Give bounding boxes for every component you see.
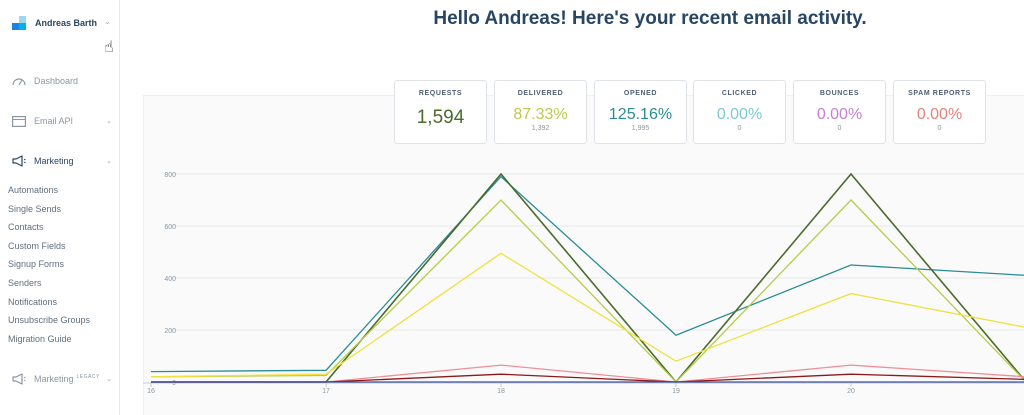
stat-count: 1,392 (531, 125, 550, 132)
stat-title: SPAM REPORTS (908, 90, 971, 97)
x-tick-label: 16 (147, 388, 155, 395)
stat-title: DELIVERED (517, 90, 564, 97)
stat-title: OPENED (623, 90, 658, 97)
nav-marketing[interactable]: Marketing ⌄ (12, 152, 112, 170)
stat-value: 0.00% (716, 106, 763, 123)
dashboard-gauge-icon (12, 75, 26, 87)
account-name: Andreas Barth (35, 18, 98, 28)
stat-count: 0 (937, 125, 942, 132)
hand-pointer-icon: ☝ (104, 39, 114, 56)
nav-marketing-legacy-text: Marketing (34, 374, 74, 384)
chevron-down-icon[interactable]: ⌄ (104, 17, 111, 26)
series-line-3 (150, 252, 1024, 378)
sidebar: Andreas Barth ⌄ ☝ Dashboard Email API ⌄ … (0, 0, 120, 415)
x-tick-label: 19 (672, 388, 680, 395)
nav-marketing-legacy-label: Marketing LEGACY (34, 374, 100, 384)
x-tick-label: 17 (322, 388, 330, 395)
chevron-down-icon[interactable]: ⌄ (106, 376, 112, 383)
stat-card-bounces: BOUNCES 0.00% 0 (793, 80, 886, 144)
chevron-down-icon[interactable]: ⌄ (106, 118, 112, 125)
y-tick-label: 400 (164, 276, 176, 283)
stat-count: 0 (837, 125, 842, 132)
submenu-item-unsubscribe-groups[interactable]: Unsubscribe Groups (8, 315, 91, 326)
submenu-item-contacts[interactable]: Contacts (8, 222, 44, 233)
y-tick-label: 200 (164, 328, 176, 335)
account-switcher[interactable]: Andreas Barth (12, 14, 97, 32)
stat-title: BOUNCES (819, 90, 860, 97)
stat-title: REQUESTS (418, 90, 463, 97)
nav-dashboard[interactable]: Dashboard (12, 72, 112, 90)
submenu-item-migration-guide[interactable]: Migration Guide (8, 333, 72, 344)
nav-marketing-legacy[interactable]: Marketing LEGACY ⌄ (12, 370, 112, 388)
nav-dashboard-label: Dashboard (34, 76, 79, 86)
submenu-item-custom-fields[interactable]: Custom Fields (8, 240, 66, 251)
stat-card-delivered: DELIVERED 87.33% 1,392 (494, 80, 587, 144)
nav-email-api[interactable]: Email API ⌄ (12, 112, 112, 130)
stat-count: 0 (737, 125, 742, 132)
stat-value: 0.00% (916, 106, 963, 123)
megaphone-icon (12, 155, 26, 167)
sendgrid-logo-icon (12, 16, 26, 30)
x-tick-label: 20 (847, 388, 855, 395)
stat-value: 87.33% (513, 106, 568, 123)
legacy-badge: LEGACY (76, 374, 100, 380)
stat-card-clicked: CLICKED 0.00% 0 (693, 80, 786, 144)
stat-card-opened: OPENED 125.16% 1,995 (594, 80, 687, 144)
nav-marketing-label: Marketing (34, 156, 74, 166)
page-title: Hello Andreas! Here's your recent email … (433, 8, 867, 29)
stat-value: 125.16% (608, 106, 673, 123)
submenu-item-single-sends[interactable]: Single Sends (8, 203, 62, 214)
chevron-down-icon[interactable]: ⌄ (106, 158, 112, 165)
submenu-item-automations[interactable]: Automations (8, 185, 59, 195)
email-api-icon (12, 115, 26, 127)
stat-value: 0.00% (816, 106, 863, 123)
stat-card-spam-reports: SPAM REPORTS 0.00% 0 (893, 80, 986, 144)
submenu-item-senders[interactable]: Senders (8, 278, 42, 288)
stat-count: 1,995 (631, 125, 650, 132)
chart-panel (143, 95, 1024, 415)
x-tick-label: 18 (497, 388, 505, 395)
stat-title: CLICKED (721, 90, 758, 97)
megaphone-icon (12, 373, 26, 385)
stat-card-requests: REQUESTS 1,594 (394, 80, 487, 144)
stat-value: 1,594 (416, 107, 465, 128)
submenu-item-notifications[interactable]: Notifications (8, 296, 58, 307)
series-line-0 (150, 175, 1024, 373)
submenu-item-signup-forms[interactable]: Signup Forms (8, 259, 65, 270)
nav-email-api-label: Email API (34, 116, 74, 126)
y-tick-label: 800 (164, 172, 176, 179)
series-line-4 (151, 364, 1024, 383)
series-line-2 (150, 199, 1024, 383)
y-tick-label: 600 (164, 224, 176, 231)
